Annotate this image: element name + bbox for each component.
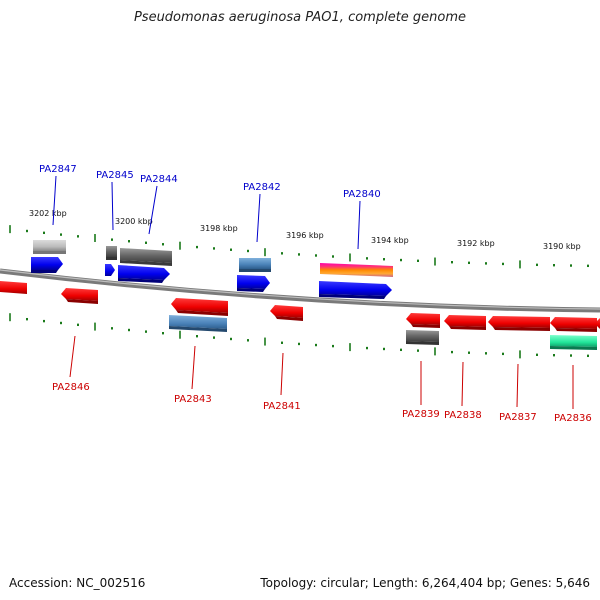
gene-reverse-steel[interactable]: [169, 315, 227, 332]
gene-reverse-pa2839[interactable]: [406, 313, 440, 328]
gene-forward-pa2844[interactable]: [118, 265, 170, 283]
gene-label-pa2836[interactable]: PA2836: [554, 413, 592, 424]
gene-label-pa2838[interactable]: PA2838: [444, 410, 482, 421]
gene-forward-blue-long[interactable]: [319, 281, 392, 299]
ruler-label: 3202 kbp: [29, 209, 67, 218]
gene-reverse-pa2843[interactable]: [171, 298, 228, 316]
gene-label-pa2843[interactable]: PA2843: [174, 394, 212, 405]
ruler-label: 3192 kbp: [457, 239, 495, 248]
gene-forward-pa2840[interactable]: [320, 263, 393, 277]
genome-backbone: [0, 268, 600, 313]
gene-forward-grey[interactable]: [33, 240, 66, 254]
gene-reverse-green[interactable]: [550, 335, 597, 350]
gene-label-pa2845[interactable]: PA2845: [96, 170, 134, 181]
ruler-label: 3196 kbp: [286, 231, 324, 240]
reverse-label-leaders: [69, 335, 574, 409]
gene-label-pa2847[interactable]: PA2847: [39, 164, 77, 175]
gene-reverse-pa2846[interactable]: [61, 288, 98, 304]
gene-reverse-left-edge[interactable]: [0, 281, 27, 294]
gene-reverse-dark[interactable]: [406, 330, 439, 345]
genome-backbone-highlight: [0, 269, 600, 310]
ruler-label: 3198 kbp: [200, 224, 238, 233]
gene-forward-dark-small[interactable]: [106, 246, 117, 260]
genome-title: Pseudomonas aeruginosa PAO1, complete ge…: [133, 10, 467, 25]
gene-label-pa2840[interactable]: PA2840: [343, 189, 381, 200]
gene-label-pa2842[interactable]: PA2842: [243, 182, 281, 193]
ruler-label: 3200 kbp: [115, 217, 153, 226]
genome-stats-label: Topology: circular; Length: 6,264,404 bp…: [260, 576, 590, 590]
gene-forward-pa2847[interactable]: [31, 257, 63, 273]
gene-forward-pa2845[interactable]: [105, 264, 115, 276]
gene-label-pa2846[interactable]: PA2846: [52, 382, 90, 393]
gene-label-pa2839[interactable]: PA2839: [402, 409, 440, 420]
gene-label-pa2837[interactable]: PA2837: [499, 412, 537, 423]
gene-reverse-pa2838[interactable]: [444, 315, 486, 330]
forward-label-leaders: [52, 175, 361, 250]
ruler-ticks-lower: [9, 313, 589, 359]
gene-reverse-pa2841[interactable]: [270, 305, 303, 321]
ruler-label: 3194 kbp: [371, 236, 409, 245]
ruler-ticks-upper: [9, 225, 589, 269]
accession-label: Accession: NC_002516: [9, 576, 146, 590]
gene-label-pa2841[interactable]: PA2841: [263, 401, 301, 412]
gene-forward-pa2842[interactable]: [239, 258, 271, 272]
gene-forward-blue-mid[interactable]: [237, 275, 270, 292]
gene-reverse-pa2837[interactable]: [488, 316, 550, 331]
gene-reverse-pa2836[interactable]: [550, 317, 600, 332]
gene-label-pa2844[interactable]: PA2844: [140, 174, 178, 185]
ruler-label: 3190 kbp: [543, 242, 581, 251]
gene-forward-dark-long[interactable]: [120, 248, 172, 266]
